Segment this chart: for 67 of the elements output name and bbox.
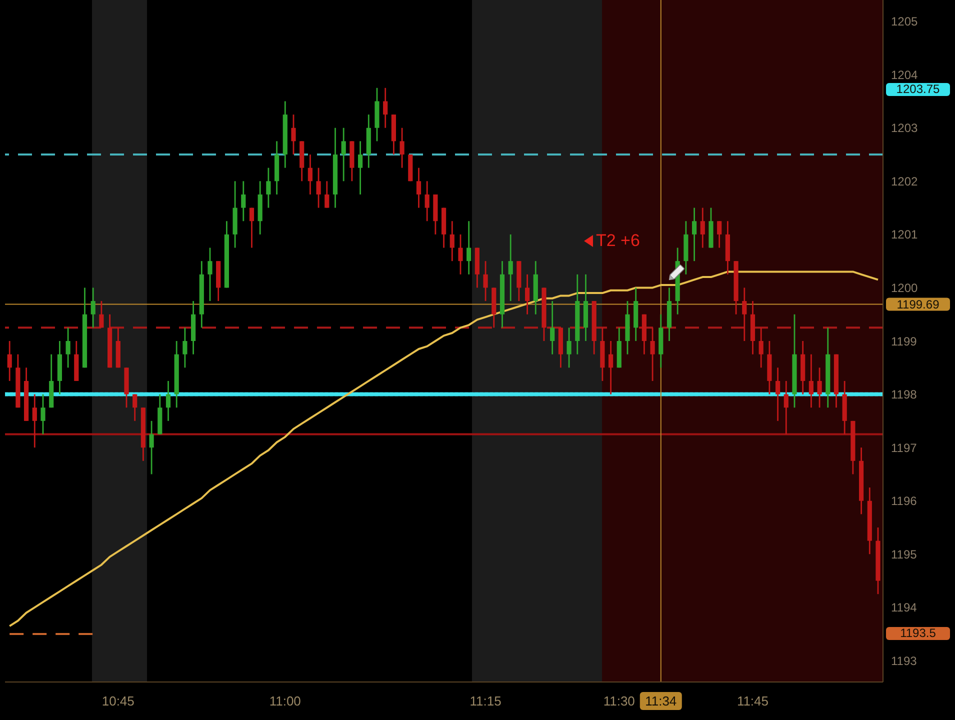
candlestick: [7, 340, 12, 382]
candlestick: [32, 394, 37, 448]
candlestick: [742, 287, 747, 342]
candlestick: [416, 167, 422, 208]
y-tick-label: 1195: [891, 547, 918, 562]
candlestick: [775, 366, 780, 422]
candlestick: [358, 140, 363, 196]
candlestick: [40, 394, 46, 435]
candlestick: [308, 154, 312, 196]
y-tick-label: 1198: [891, 388, 918, 402]
y-tick-label: 1201: [891, 228, 918, 242]
candlestick: [784, 380, 788, 435]
candlestick: [249, 207, 254, 248]
candlestick: [608, 340, 614, 395]
candlestick: [566, 326, 572, 368]
y-tick-label: 1199: [891, 334, 918, 348]
candlestick: [700, 207, 705, 248]
candlestick: [341, 127, 346, 182]
candlestick: [817, 366, 822, 408]
candlestick: [266, 167, 271, 208]
candlestick: [550, 300, 555, 356]
y-tick-label: 1205: [891, 14, 918, 29]
x-tick-label: 11:34: [645, 694, 677, 709]
line-series: [8, 270, 879, 628]
candlestick: [450, 220, 454, 262]
candlestick: [324, 180, 330, 208]
candlestick: [90, 287, 96, 328]
candlestick: [424, 180, 430, 222]
candlestick: [758, 326, 764, 368]
candlestick: [149, 420, 154, 475]
candlestick: [66, 326, 70, 368]
candlestick: [316, 167, 321, 208]
y-tick-label: 1193: [891, 654, 918, 668]
x-tick-label: 11:00: [269, 694, 301, 709]
x-tick-label: 11:45: [736, 694, 769, 709]
y-tick-label: 1196: [891, 494, 918, 508]
candlestick: [291, 114, 296, 156]
candlestick: [808, 354, 814, 408]
text: 1193.5: [886, 626, 950, 640]
candlestick: [508, 234, 513, 302]
candlestick: [166, 380, 171, 422]
candlestick: [717, 220, 722, 248]
candlestick: [650, 326, 655, 382]
candlestick: [241, 180, 246, 222]
ref-line-label: 1199.69: [896, 297, 940, 312]
y-tick-label: 1202: [891, 174, 918, 188]
candlestick: [692, 207, 697, 262]
candlestick: [458, 234, 463, 276]
candlestick: [383, 87, 388, 129]
candlestick: [483, 260, 488, 302]
candlestick: [182, 326, 188, 368]
y-tick-label: 1197: [891, 440, 918, 455]
y-tick-label: 1200: [891, 280, 918, 295]
x-tick-label: 10:45: [102, 694, 134, 709]
candlestick: [132, 394, 138, 422]
text: 1203.75: [886, 82, 950, 96]
candlestick: [524, 274, 530, 316]
candlestick: [99, 300, 104, 328]
annotation: T2 +6: [596, 231, 640, 251]
candlestick: [466, 220, 472, 276]
x-tick-label: 11:15: [470, 694, 502, 709]
x-tick-label: 11:30: [603, 694, 635, 709]
y-tick-label: 1203: [891, 121, 918, 136]
candlestick: [208, 247, 212, 302]
y-tick-label: 1204: [891, 68, 918, 82]
y-tick-label: 1194: [891, 600, 918, 615]
candlestick: [400, 127, 404, 169]
